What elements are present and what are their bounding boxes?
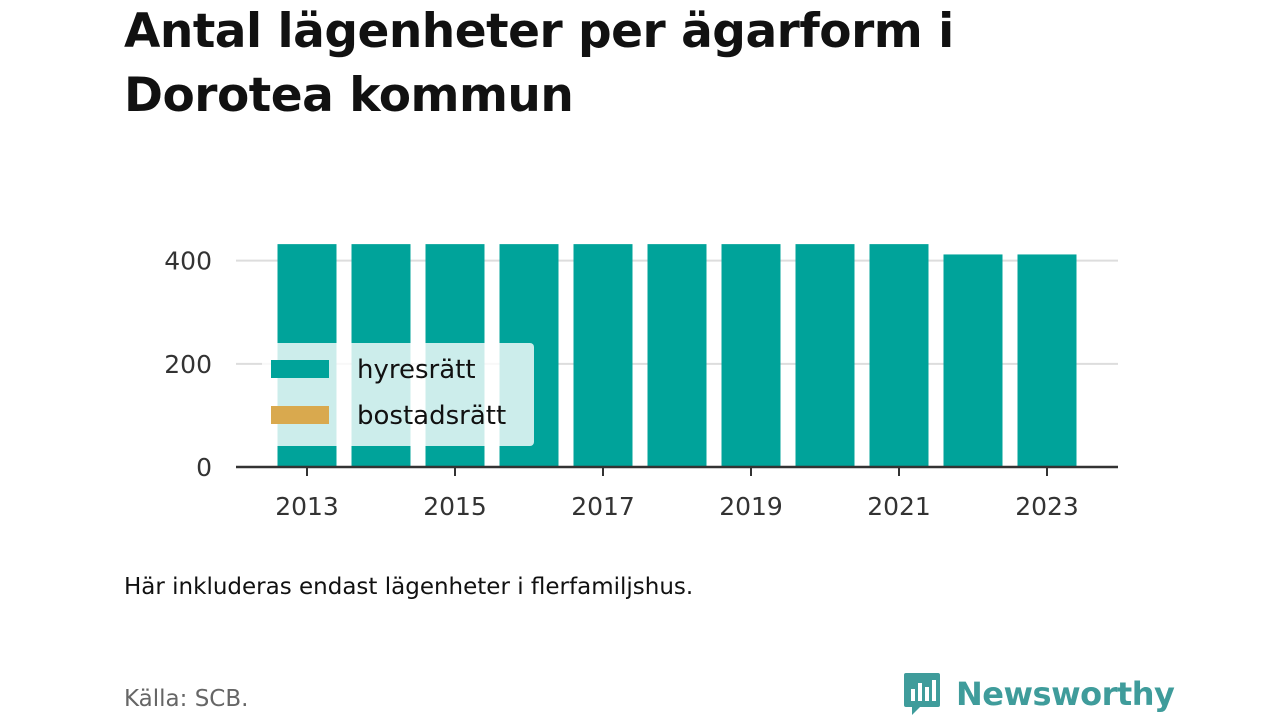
y-tick-label: 0 — [196, 453, 212, 482]
x-tick-label: 2017 — [571, 492, 635, 521]
newsworthy-logo-icon — [904, 673, 940, 715]
newsworthy-brand[interactable]: Newsworthy — [902, 670, 1175, 718]
brand-name: Newsworthy — [956, 675, 1175, 713]
x-tick-label: 2015 — [423, 492, 487, 521]
y-tick-label: 200 — [164, 350, 212, 379]
y-tick-label: 400 — [164, 247, 212, 276]
legend-label: bostadsrätt — [357, 401, 506, 431]
x-tick-label: 2021 — [867, 492, 931, 521]
legend-box — [262, 343, 534, 446]
chart-title: Antal lägenheter per ägarform i Dorotea … — [124, 4, 954, 123]
x-tick-label: 2013 — [275, 492, 339, 521]
x-tick-label: 2019 — [719, 492, 783, 521]
bar-hyresratt-2018 — [647, 244, 707, 467]
legend-swatch-bostadsratt — [271, 406, 329, 424]
legend: hyresrätt bostadsrätt — [262, 343, 534, 446]
bar-hyresratt-2021 — [869, 244, 929, 467]
bar-hyresratt-2019 — [721, 244, 781, 467]
bar-hyresratt-2022 — [943, 254, 1003, 467]
legend-swatch-hyresratt — [271, 360, 329, 378]
bar-hyresratt-2023 — [1017, 254, 1077, 467]
chart-note: Här inkluderas endast lägenheter i flerf… — [124, 574, 694, 600]
bar-hyresratt-2017 — [573, 244, 633, 467]
legend-label: hyresrätt — [357, 355, 476, 385]
x-tick-label: 2023 — [1015, 492, 1079, 521]
chart-source: Källa: SCB. — [124, 686, 249, 712]
bar-hyresratt-2020 — [795, 244, 855, 467]
